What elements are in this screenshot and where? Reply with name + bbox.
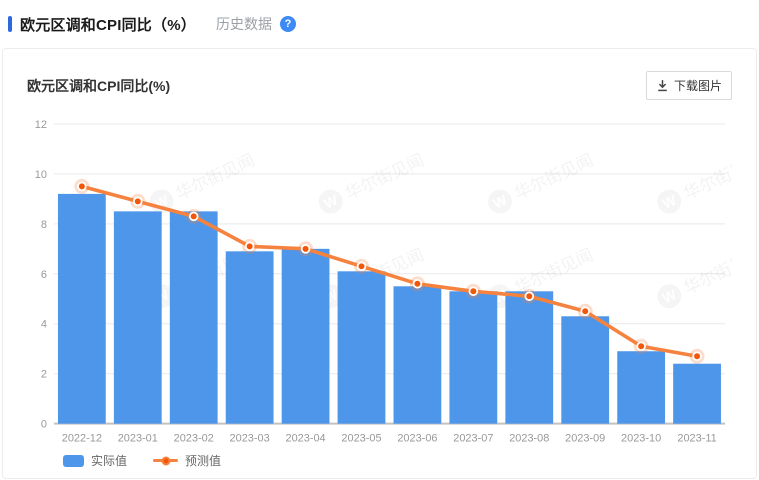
svg-text:4: 4: [41, 319, 47, 331]
cpi-chart[interactable]: 024681012W华尔街见闻W华尔街见闻W华尔街见闻W华尔街见闻W华尔街见闻W…: [27, 112, 732, 449]
svg-text:2023-07: 2023-07: [453, 433, 493, 445]
legend-forecast-label: 预测值: [185, 454, 222, 469]
svg-text:2022-12: 2022-12: [62, 433, 102, 445]
svg-text:2023-09: 2023-09: [565, 433, 605, 445]
svg-text:2023-11: 2023-11: [677, 433, 716, 445]
chart-title: 欧元区调和CPI同比(%): [27, 77, 171, 94]
line-marker-icon: [153, 456, 179, 466]
page-header: 欧元区调和CPI同比（%） 历史数据 ?: [8, 11, 747, 37]
bar-swatch-icon: [63, 454, 84, 467]
svg-text:2023-04: 2023-04: [285, 433, 325, 445]
svg-text:华尔街见闻: 华尔街见闻: [173, 151, 258, 204]
chart-legend: 实际值 预测值: [63, 451, 732, 471]
svg-text:0: 0: [41, 419, 47, 431]
svg-text:2023-06: 2023-06: [397, 433, 437, 445]
svg-text:8: 8: [41, 219, 47, 231]
svg-text:华尔街见闻: 华尔街见闻: [512, 151, 597, 204]
card-header: 欧元区调和CPI同比(%) 下载图片: [27, 71, 732, 100]
svg-text:2: 2: [41, 369, 47, 381]
legend-actual[interactable]: 实际值: [63, 452, 127, 469]
page-title: 欧元区调和CPI同比（%）: [20, 16, 196, 34]
svg-text:2023-10: 2023-10: [621, 433, 661, 445]
download-icon: [656, 79, 669, 92]
legend-forecast[interactable]: 预测值: [153, 452, 221, 469]
help-icon[interactable]: ?: [279, 16, 296, 32]
svg-text:10: 10: [35, 169, 47, 181]
history-data-link[interactable]: 历史数据: [215, 16, 272, 32]
svg-text:2023-01: 2023-01: [118, 433, 158, 445]
title-accent-bar: [8, 16, 12, 32]
svg-text:2023-05: 2023-05: [341, 433, 381, 445]
chart-card: 欧元区调和CPI同比(%) 下载图片 0 2 4 6 8 10 12 W 华尔街见闻 W 华尔街见闻…: [2, 48, 757, 479]
svg-text:华尔街见闻: 华尔街见闻: [342, 151, 427, 204]
download-button-label: 下载图片: [673, 79, 722, 93]
svg-text:2023-08: 2023-08: [509, 433, 549, 445]
svg-text:12: 12: [35, 119, 47, 131]
svg-text:华尔街见闻: 华尔街见闻: [512, 245, 597, 298]
download-image-button[interactable]: 下载图片: [645, 71, 732, 100]
svg-text:2023-03: 2023-03: [230, 433, 270, 445]
svg-text:6: 6: [41, 269, 47, 281]
svg-text:华尔街见闻: 华尔街见闻: [681, 151, 732, 204]
svg-text:华尔街见闻: 华尔街见闻: [681, 245, 732, 298]
svg-text:2023-02: 2023-02: [174, 433, 214, 445]
legend-actual-label: 实际值: [91, 454, 128, 469]
